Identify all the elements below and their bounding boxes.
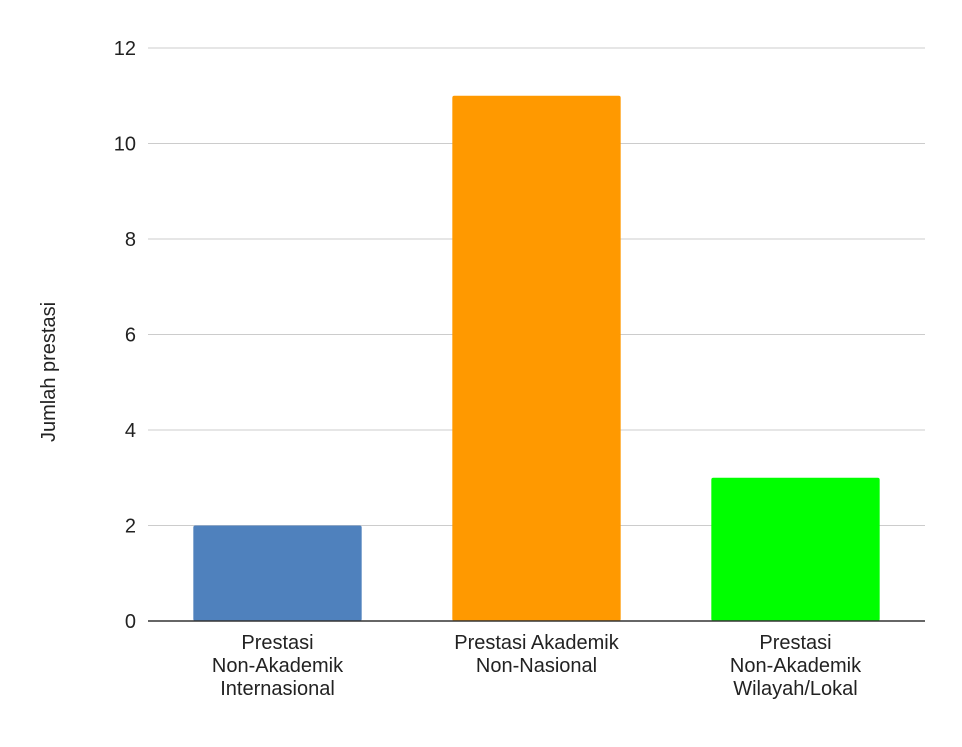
y-tick-label-2: 2 [125,516,136,538]
y-tick-labels: 0 2 4 6 8 10 12 [114,38,136,633]
x-tick-label-2: Prestasi Non-Akademik Wilayah/Lokal [730,632,862,700]
x-tick-labels: Prestasi Non-Akademik InternasionalPrestas… [212,632,862,700]
y-axis-label: Jumlah prestasi [38,302,60,442]
y-tick-label-0: 0 [125,611,136,633]
bars [193,95,880,621]
x-tick-label-2-line-2: Wilayah/Lokal [733,678,858,700]
x-tick-label-0: Prestasi Non-Akademik Internasional [212,632,344,700]
x-tick-label-2-line-1: Non-Akademik [730,655,862,677]
y-tick-label-8: 8 [125,229,136,251]
bar-0 [193,525,362,621]
y-tick-label-6: 6 [125,325,136,347]
x-tick-label-1-line-1: Non-Nasional [476,655,597,677]
x-tick-label-0-line-0: Prestasi [241,632,313,654]
y-tick-label-12: 12 [114,38,136,60]
x-tick-label-1-line-0: Prestasi Akademik [454,632,620,654]
y-tick-label-10: 10 [114,134,136,156]
x-tick-label-2-line-0: Prestasi [759,632,831,654]
x-tick-label-1: Prestasi Akademik Non-Nasional [454,632,620,677]
bar-1 [452,95,621,621]
bar-2 [711,477,880,621]
x-tick-label-0-line-2: Internasional [220,678,335,700]
y-tick-label-4: 4 [125,420,136,442]
x-tick-label-0-line-1: Non-Akademik [212,655,344,677]
